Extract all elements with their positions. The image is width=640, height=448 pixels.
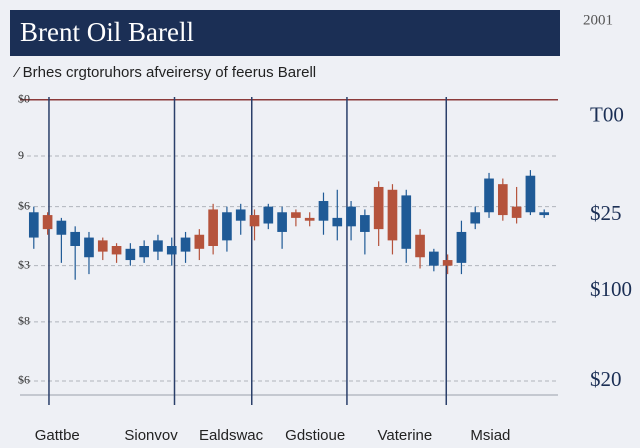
candle-body [291, 212, 301, 218]
chart-title: Brent Oil Barell [20, 17, 194, 47]
candle-body [194, 234, 205, 249]
candle-body [332, 217, 343, 227]
x-tick-label: Gattbe [35, 427, 80, 444]
candle-body [97, 240, 108, 252]
candle-body [415, 234, 425, 258]
y2-tick-label: $100 [590, 277, 632, 301]
x-tick-label: Gdstioue [285, 427, 345, 444]
y-tick-label: 9 [18, 148, 24, 162]
candle-body [111, 246, 122, 255]
candle-body [139, 246, 149, 258]
y2-tick-label: $20 [590, 367, 622, 391]
chart-subtitle: ⁄ Brhes crgtoruhors afveirersy of feerus… [12, 64, 316, 81]
candle-body [235, 209, 246, 221]
candle-body [208, 209, 218, 246]
candle-body [456, 231, 467, 263]
candle-body [153, 240, 163, 252]
candle-body [497, 184, 508, 216]
y2-tick-label: T00 [590, 102, 624, 126]
y-tick-label: $8 [18, 314, 30, 328]
candle-body [360, 215, 370, 232]
candle-body [484, 178, 494, 213]
candle-body [318, 201, 329, 221]
y-tick-label: $0 [18, 92, 30, 106]
candle-body [263, 206, 274, 224]
candle-body [387, 189, 398, 241]
y2-tick-label: $25 [590, 201, 622, 225]
candle-body [125, 248, 136, 261]
candle-body [429, 251, 439, 266]
candle-body [222, 212, 232, 241]
candle-body [70, 231, 81, 246]
candle-body [470, 212, 481, 224]
x-tick-label: Vaterine [377, 427, 432, 444]
candle-body [373, 186, 384, 230]
x-tick-label: Ealdswac [199, 427, 264, 444]
candle-body [42, 215, 53, 230]
candle-body [511, 206, 522, 218]
candle-body [539, 212, 550, 216]
x-tick-label: Sionvov [124, 427, 178, 444]
candle-body [525, 175, 536, 213]
candle-body [56, 220, 67, 235]
candle-body [28, 212, 39, 238]
candle-body [277, 212, 287, 232]
candle-body [180, 237, 191, 252]
y-tick-label: $6 [18, 373, 30, 387]
candle-body [304, 217, 315, 221]
candle-body [84, 237, 94, 258]
x-tick-label: Msiad [470, 427, 510, 444]
candle-body [346, 206, 356, 227]
candle-body [249, 215, 260, 227]
annotation: 2001 [583, 12, 613, 28]
candle-body [166, 246, 177, 255]
y-tick-label: $3 [18, 257, 30, 271]
candle-body [442, 260, 453, 266]
y-tick-label: $6 [18, 198, 30, 212]
title-banner [10, 10, 560, 56]
candle-body [401, 195, 412, 249]
